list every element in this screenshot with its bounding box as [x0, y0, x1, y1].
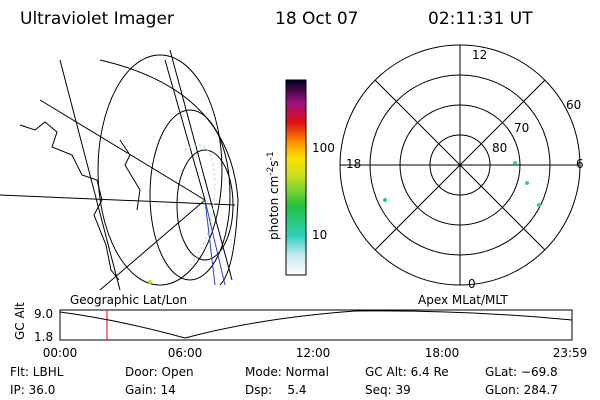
- exp: -1: [266, 151, 276, 160]
- unit: photon cm: [267, 176, 281, 240]
- polar-label: 80: [492, 141, 507, 155]
- unit: s: [267, 160, 281, 166]
- polar-label: 70: [514, 121, 529, 135]
- alt-time-tick: 23:59: [553, 346, 588, 360]
- aurora-spot: [525, 181, 529, 185]
- map-limb: [99, 59, 239, 286]
- exp: -2: [266, 167, 276, 176]
- map-grid: [164, 59, 206, 201]
- map-grid: [59, 59, 121, 291]
- polar-spoke: [374, 79, 546, 251]
- status-field: Gain: 14: [125, 383, 176, 397]
- colorbar: [285, 79, 307, 276]
- map-circle: [149, 109, 231, 281]
- aurora-spot: [513, 161, 517, 165]
- status-field: GLat: −69.8: [485, 365, 558, 379]
- title: Ultraviolet Imager: [20, 9, 174, 29]
- alt-time-tick: 18:00: [425, 346, 460, 360]
- aurora-spot: [148, 280, 152, 284]
- alt-time-tick: 12:00: [296, 346, 331, 360]
- map-grid: [39, 99, 206, 201]
- map-meridian: [204, 199, 226, 286]
- alt-curve: [59, 310, 573, 339]
- alt-frame: [59, 309, 573, 341]
- date: 18 Oct 07: [275, 9, 358, 29]
- coastline: [19, 121, 141, 281]
- colorbar-label: photon cm-2s-1: [266, 151, 281, 240]
- alt-axis-label: GC Alt: [13, 302, 27, 340]
- alt-tick: 9.0: [34, 307, 53, 321]
- status-field: Door: Open: [125, 365, 194, 379]
- aurora: [184, 144, 216, 271]
- map-grid: [169, 49, 233, 281]
- panel-label: Apex MLat/MLT: [418, 293, 508, 307]
- status-field: Dsp: 5.4: [245, 383, 307, 397]
- polar-label: 18: [346, 157, 361, 171]
- polar-label: 60: [566, 98, 581, 112]
- status-field: GLon: 284.7: [485, 383, 558, 397]
- polar-label: 6: [576, 157, 584, 171]
- colorbar-tick: 10: [312, 228, 327, 242]
- polar-label: 12: [472, 48, 487, 62]
- map-circle: [97, 54, 223, 286]
- status-field: Seq: 39: [365, 383, 411, 397]
- aurora-spot: [383, 198, 387, 202]
- status-field: GC Alt: 6.4 Re: [365, 365, 449, 379]
- alt-time-tick: 06:00: [168, 346, 203, 360]
- colorbar-tick: 100: [312, 141, 335, 155]
- time: 02:11:31 UT: [428, 9, 533, 29]
- polar-label: 0: [468, 277, 476, 291]
- map-grid: [0, 194, 236, 206]
- alt-tick: 1.8: [34, 330, 53, 344]
- status-field: IP: 36.0: [10, 383, 55, 397]
- aurora-spot: [537, 203, 541, 207]
- map-grid: [99, 199, 206, 291]
- status-field: Flt: LBHL: [10, 365, 64, 379]
- alt-time-tick: 00:00: [43, 346, 78, 360]
- panel-label: Geographic Lat/Lon: [70, 293, 187, 307]
- status-field: Mode: Normal: [245, 365, 329, 379]
